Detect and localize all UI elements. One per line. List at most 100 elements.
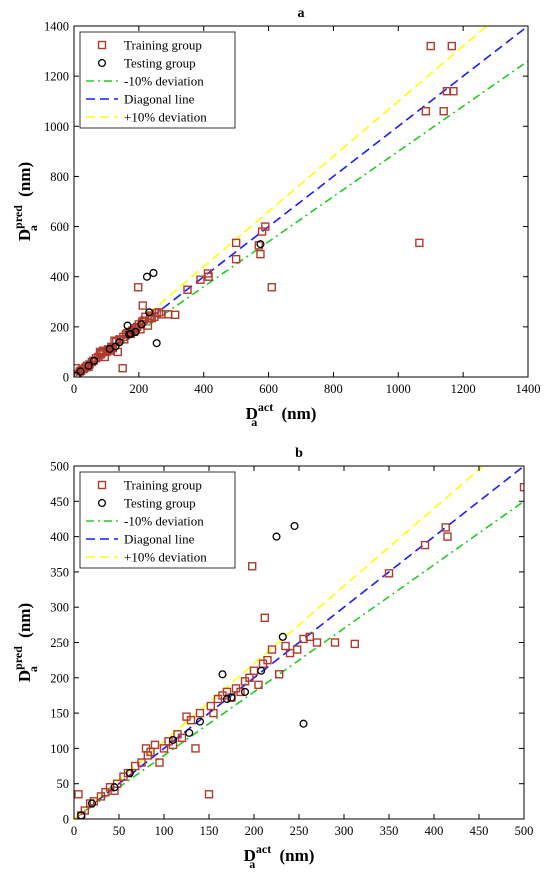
x-axis-label-sup: act	[258, 400, 273, 414]
training-point-57	[441, 523, 450, 532]
x-tick-label: 350	[380, 824, 399, 838]
y-tick-label: 450	[50, 495, 69, 509]
training-point-53	[330, 638, 340, 647]
training-point-24	[110, 336, 119, 345]
training-point-61	[254, 241, 264, 250]
training-point-5	[96, 792, 106, 801]
training-point-67	[421, 107, 431, 116]
training-point-58	[443, 532, 452, 541]
legend-label: Training group	[124, 38, 202, 53]
x-tick-label: 200	[245, 824, 264, 838]
training-point-39	[247, 562, 257, 571]
testing-point-12	[272, 532, 281, 541]
chart-title: a	[298, 6, 305, 21]
data-points	[74, 482, 524, 819]
legend-marker-training	[97, 40, 107, 50]
y-axis-label-sub: a	[26, 225, 40, 231]
training-point-65	[267, 283, 277, 292]
training-point-64	[261, 222, 270, 231]
training-point-55	[183, 285, 192, 294]
legend-label: Testing group	[124, 56, 196, 71]
training-point-68	[426, 41, 435, 51]
training-point-51	[154, 308, 164, 317]
testing-point-6	[195, 717, 205, 726]
testing-point-8	[222, 694, 232, 704]
training-point-59	[231, 254, 241, 264]
y-axis-label-base: D	[15, 229, 34, 241]
testing-point-11	[257, 666, 266, 675]
testing-point-9	[126, 329, 135, 338]
testing-point-9	[227, 693, 236, 702]
training-point-58	[204, 272, 213, 281]
training-point-56	[420, 540, 430, 550]
x-tick-label: 150	[200, 824, 219, 838]
training-point-54	[170, 310, 180, 320]
testing-point-10	[240, 687, 250, 696]
testing-point-10	[131, 327, 140, 336]
y-tick-label: 150	[50, 707, 69, 721]
y-axis-label-sub: a	[26, 666, 40, 672]
testing-point-14	[290, 521, 299, 531]
x-axis-label: Dact a (nm)	[244, 842, 315, 868]
training-point-29	[206, 701, 216, 711]
training-point-27	[195, 708, 205, 718]
y-tick-label: 1200	[44, 70, 69, 84]
y-axis-label: Dpreda (nm)	[11, 162, 40, 241]
legend-label: -10% deviation	[124, 74, 204, 89]
training-point-62	[256, 249, 265, 259]
legend-label: -10% deviation	[124, 514, 204, 529]
x-axis-label-unit: (nm)	[275, 846, 314, 865]
x-axis-label-sub: a	[249, 857, 255, 868]
training-point-6	[101, 787, 110, 797]
x-tick-label: 250	[290, 824, 309, 838]
y-tick-label: 500	[50, 460, 69, 474]
x-tick-label: 800	[324, 382, 343, 396]
training-point-13	[137, 758, 146, 767]
y-tick-label: 200	[50, 320, 69, 334]
testing-point-4	[168, 735, 178, 744]
testing-point-2	[110, 783, 119, 792]
x-tick-label: 0	[71, 824, 77, 838]
training-point-69	[439, 107, 448, 116]
reference-line-0	[74, 500, 524, 819]
chart-title: b	[295, 446, 303, 461]
training-point-44	[263, 655, 272, 665]
y-tick-label: 1000	[44, 120, 69, 134]
testing-point-5	[185, 728, 194, 737]
y-axis-label-base: D	[15, 670, 34, 682]
testing-point-7	[218, 670, 227, 679]
legend-label: +10% deviation	[124, 110, 207, 125]
training-point-72	[449, 86, 458, 96]
y-tick-label: 300	[50, 601, 69, 615]
y-tick-label: 1400	[44, 20, 69, 34]
training-point-49	[293, 645, 302, 654]
training-point-43	[138, 301, 147, 310]
training-point-26	[191, 744, 200, 753]
training-point-0	[74, 790, 83, 799]
y-tick-label: 0	[63, 371, 69, 385]
testing-point-16	[256, 240, 265, 249]
chart-b: b 0 50 100 150 200 250 300 350 400 450 500 0 50 100 150…	[11, 446, 533, 871]
training-point-47	[281, 641, 290, 651]
testing-point-15	[152, 339, 161, 348]
x-tick-label: 200	[129, 382, 148, 396]
training-point-28	[118, 364, 127, 373]
testing-point-6	[115, 338, 124, 347]
y-tick-label: 350	[50, 565, 69, 579]
y-tick-label: 250	[50, 636, 69, 650]
reference-line-1	[74, 26, 528, 377]
testing-point-3	[90, 356, 99, 365]
y-tick-label: 50	[57, 777, 70, 791]
training-point-60	[231, 238, 241, 248]
training-point-46	[275, 670, 284, 679]
testing-point-2	[84, 361, 93, 370]
legend-marker-training	[97, 480, 107, 490]
x-tick-label: 400	[194, 382, 213, 396]
x-axis-label-base: D	[246, 404, 258, 423]
legend-marker-testing	[97, 498, 107, 508]
testing-point-3	[125, 769, 134, 778]
y-axis-label-sup: pred	[11, 646, 25, 670]
training-point-38	[245, 673, 254, 682]
y-axis-label-unit: (nm)	[15, 162, 34, 201]
